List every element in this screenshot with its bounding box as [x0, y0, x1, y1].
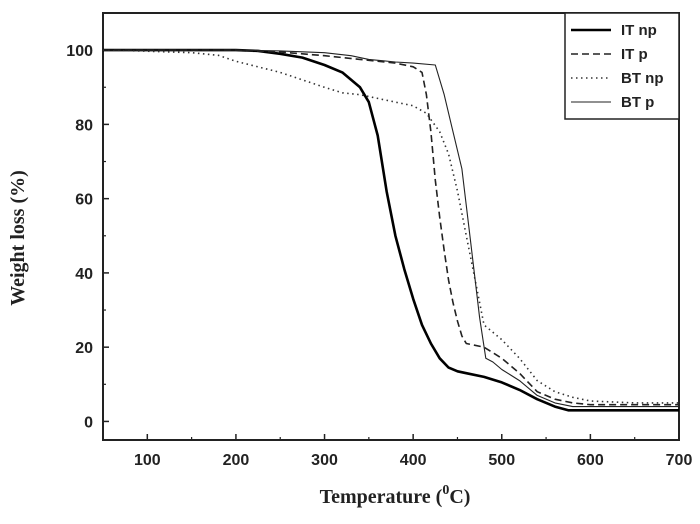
series-line-it-np — [103, 48, 679, 412]
series-line-it-p — [103, 49, 679, 406]
plot-frame — [102, 12, 680, 441]
legend-label: IT p — [621, 46, 648, 63]
series-line-bt-np — [102, 49, 679, 404]
legend-label: BT p — [621, 94, 654, 111]
y-tick-label: 80 — [75, 117, 93, 134]
legend: IT np IT p BT np BT p — [564, 12, 680, 120]
y-tick-label: 100 — [66, 43, 93, 60]
series-lines — [102, 48, 679, 412]
legend-label: BT np — [621, 70, 664, 87]
y-tick-label: 20 — [75, 340, 93, 357]
x-tick-label: 500 — [488, 452, 515, 469]
y-tick-label: 40 — [75, 266, 93, 283]
y-tick-label: 0 — [84, 414, 93, 431]
x-tick-label: 200 — [223, 452, 250, 469]
axis-ticks: 100 200 300 400 500 600 700 0 20 40 60 80 100 — [66, 43, 692, 469]
x-tick-label: 700 — [666, 452, 693, 469]
legend-label: IT np — [621, 22, 657, 39]
y-tick-label: 60 — [75, 192, 93, 209]
y-axis-title: Weight loss (%) — [7, 170, 29, 306]
x-tick-label: 600 — [577, 452, 604, 469]
x-tick-label: 300 — [311, 452, 338, 469]
plot-area — [102, 12, 680, 441]
x-tick-label: 100 — [134, 452, 161, 469]
series-line-bt-p — [103, 49, 679, 408]
x-tick-label: 400 — [400, 452, 427, 469]
x-axis-title: Temperature (0C) — [320, 483, 471, 508]
